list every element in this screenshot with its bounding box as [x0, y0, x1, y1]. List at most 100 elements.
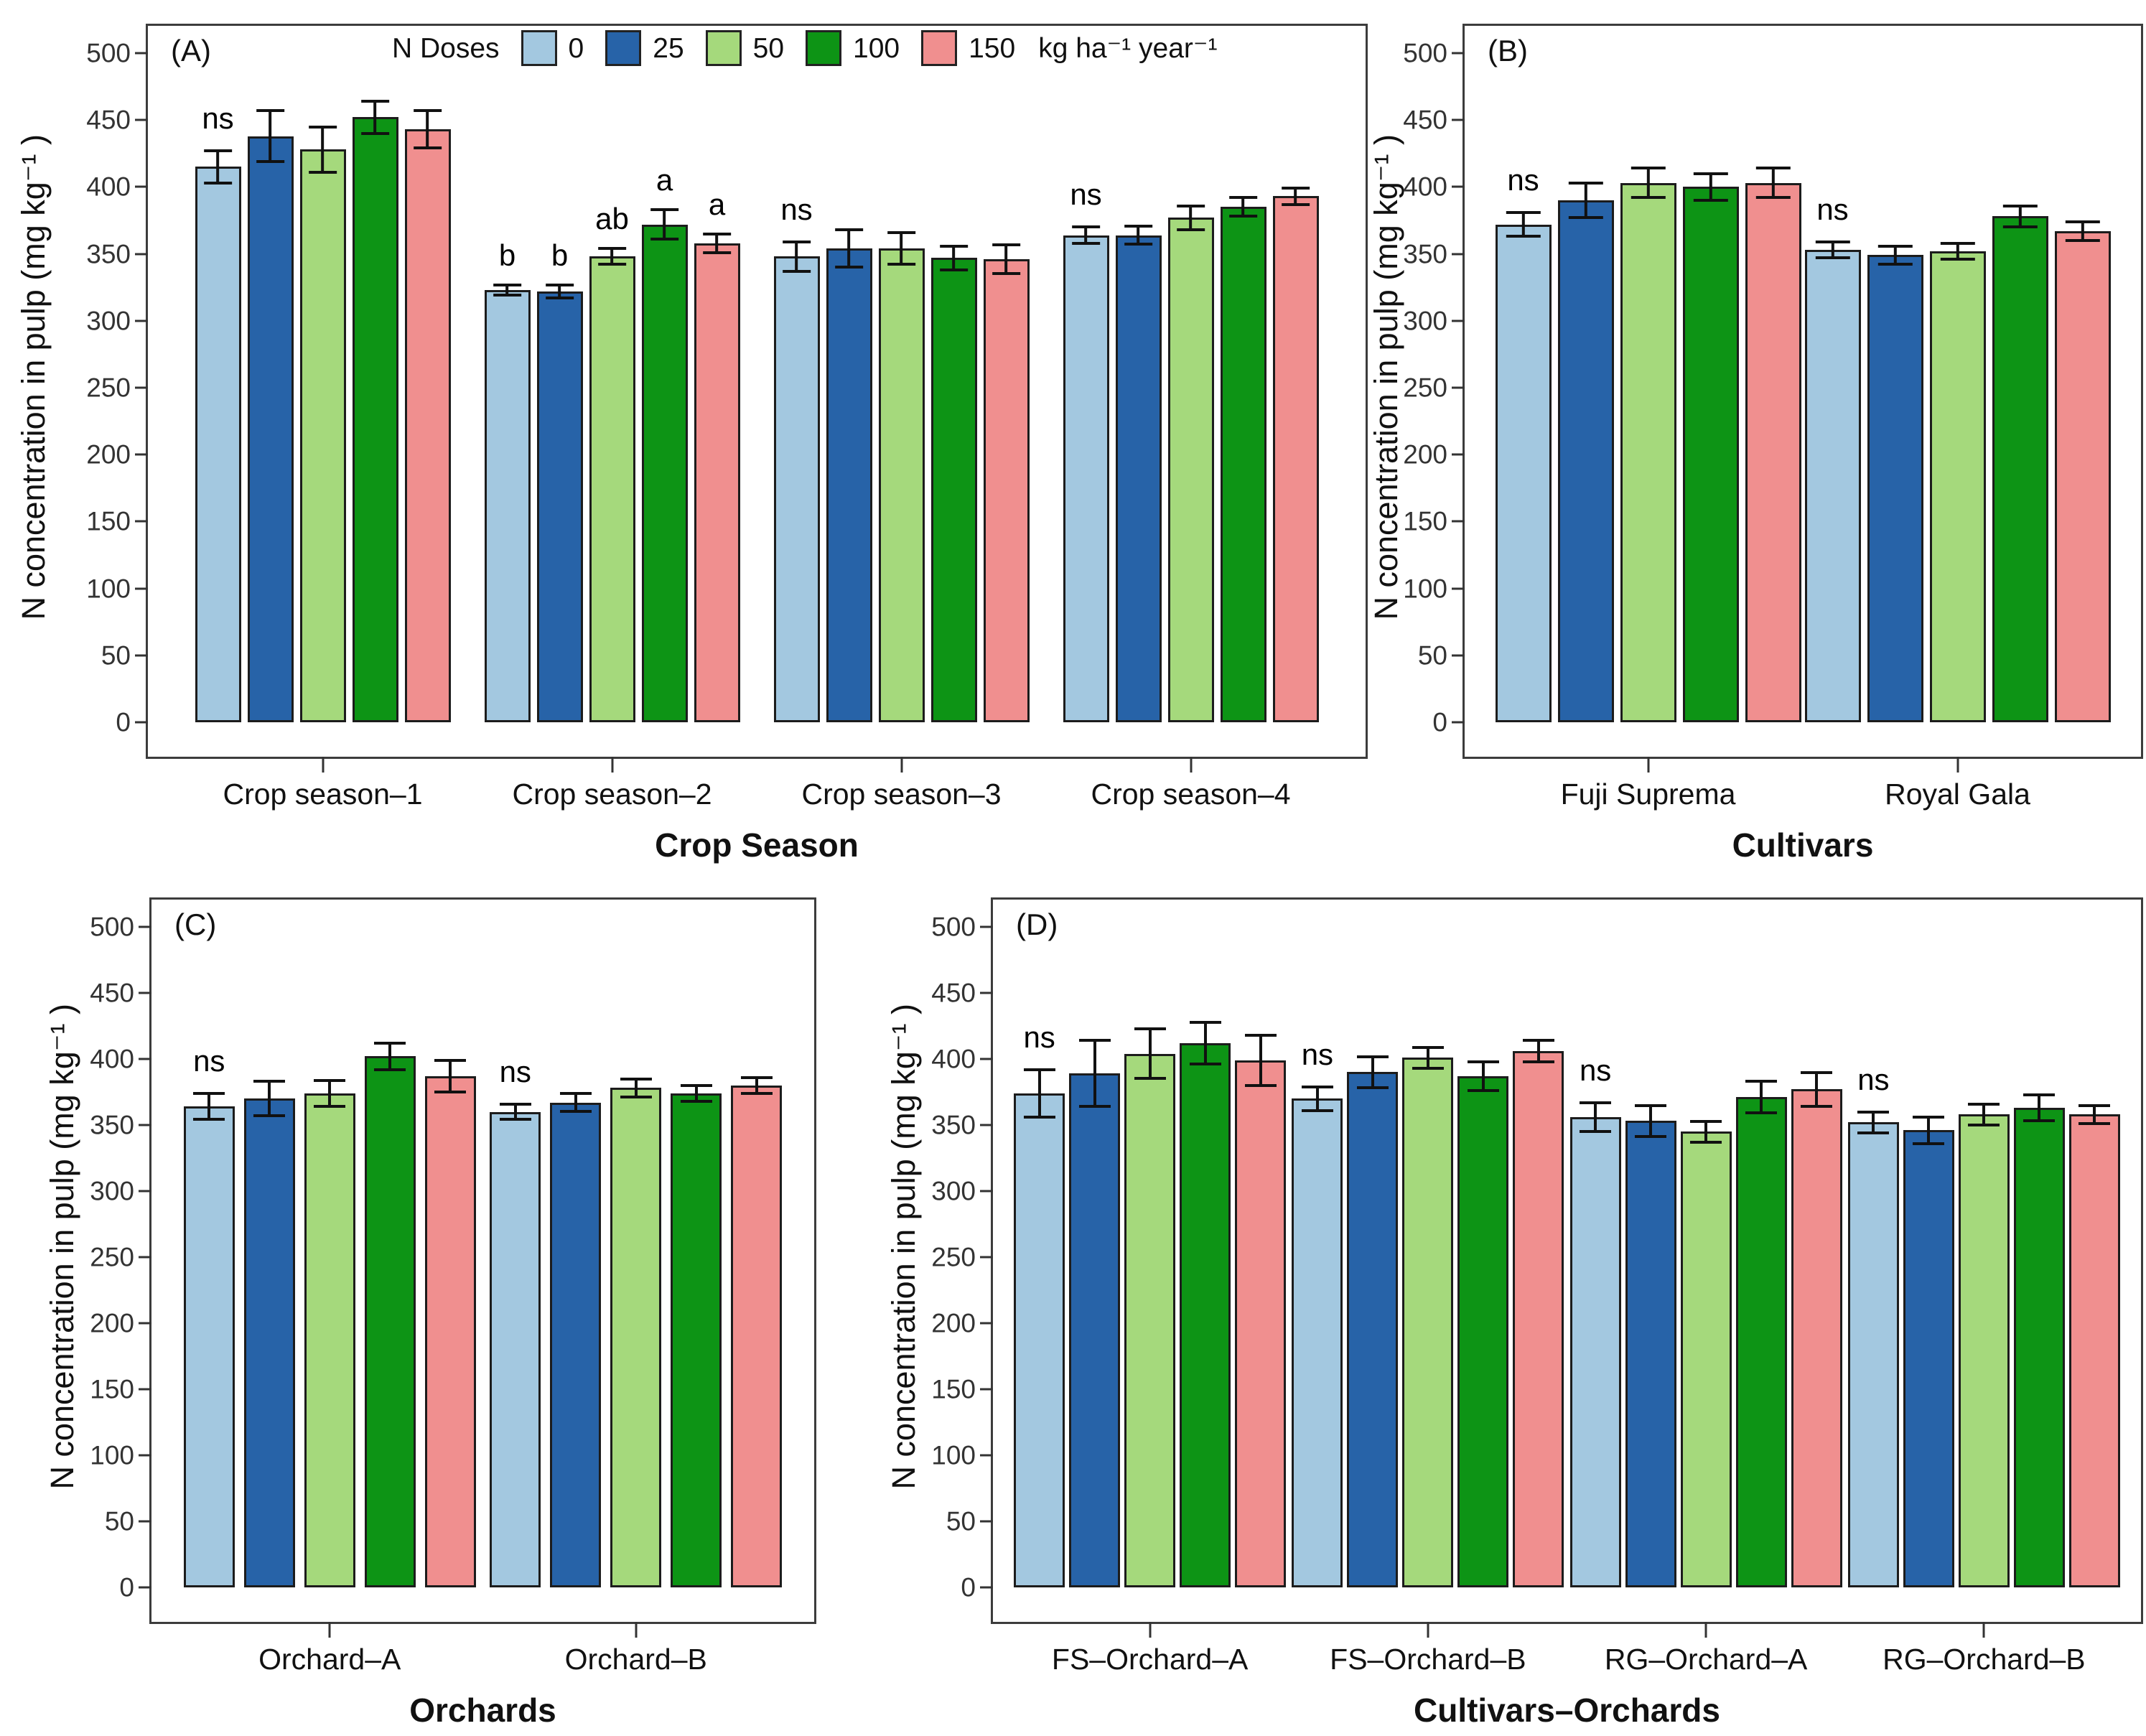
bar-slot: [1167, 26, 1214, 757]
bar-dose-0: [1569, 1116, 1621, 1587]
bar-dose-100: [352, 117, 398, 722]
bar-slot: [2013, 900, 2065, 1622]
y-tick-label: 250: [1403, 373, 1447, 403]
bar-dose-0: [490, 1111, 541, 1587]
bar-slot: [364, 900, 416, 1622]
bar-dose-150: [404, 129, 451, 722]
error-bar-stem: [1004, 246, 1008, 273]
bar-groups: ns Fuji Suprema ns Royal Gala: [1465, 26, 2141, 809]
bar-dose-50: [299, 149, 346, 722]
bar-slot: [2068, 900, 2120, 1622]
bar-dose-50: [610, 1088, 662, 1587]
legend-item-150: 150: [921, 30, 1015, 66]
bar-slot: [1682, 26, 1739, 757]
bar-dose-0: [195, 167, 241, 722]
x-tick-mark: [1982, 1622, 1985, 1638]
error-bar-stem: [1893, 247, 1897, 263]
y-tick-mark: [135, 118, 148, 121]
error-bar: [413, 109, 442, 150]
x-tick-mark: [1647, 757, 1649, 773]
bar-slot: [1347, 900, 1399, 1622]
error-bar: [1506, 210, 1541, 238]
error-bar-stem: [2081, 223, 2084, 239]
bar-dose-100: [1682, 187, 1739, 722]
error-bar: [1301, 1085, 1333, 1112]
bar-dose-100: [1735, 1097, 1787, 1587]
y-axis-label-wrap-a: N concentration in pulp (mg kg⁻¹ ): [15, 26, 52, 728]
legend: N Doses 0 25 50 100 150 kg ha⁻¹ year⁻¹: [392, 30, 1217, 66]
bar-dose-150: [1513, 1050, 1564, 1587]
error-bar: [1078, 1039, 1111, 1109]
x-tick-label: FS–Orchard–B: [1330, 1643, 1526, 1676]
sig-letter: ab: [595, 202, 629, 236]
bar-group: ns Royal Gala: [1803, 26, 2112, 809]
error-bar-stem: [1536, 1042, 1540, 1060]
x-tick-label: Crop season–1: [223, 778, 423, 811]
y-axis-label-c: N concentration in pulp (mg kg⁻¹ ): [43, 1003, 80, 1490]
legend-title: N Doses: [392, 32, 500, 64]
error-bar-stem: [505, 286, 509, 294]
legend-entries: 0 25 50 100 150: [521, 30, 1015, 66]
error-bar: [740, 1075, 773, 1095]
bar-dose-100: [671, 1093, 722, 1587]
legend-item-50: 50: [705, 30, 784, 66]
error-bar: [308, 125, 337, 174]
y-tick-label: 200: [931, 1308, 976, 1338]
y-tick-label: 250: [931, 1242, 976, 1272]
error-bar: [1968, 1102, 2000, 1126]
y-tick-label: 500: [90, 912, 134, 942]
error-bar: [559, 1092, 592, 1114]
x-tick-label: Orchard–B: [564, 1643, 707, 1676]
y-tick-mark: [980, 1388, 993, 1391]
bar-slot: [1457, 900, 1509, 1622]
y-tick-label: 0: [119, 1572, 134, 1602]
x-tick-label: Crop season–4: [1091, 778, 1291, 811]
error-bar-stem: [1760, 1083, 1763, 1112]
error-bar-stem: [1037, 1070, 1041, 1116]
y-tick-label: 400: [86, 172, 131, 202]
error-bar: [1580, 1101, 1612, 1134]
bar-dose-0: [183, 1106, 235, 1587]
bar-slot: [1069, 900, 1121, 1622]
error-bar-stem: [634, 1080, 638, 1096]
error-bar: [203, 149, 233, 185]
y-tick-label: 350: [86, 239, 131, 269]
error-bar-stem: [1426, 1048, 1429, 1067]
bar-dose-100: [2013, 1108, 2065, 1587]
bar-slot: [671, 900, 722, 1622]
legend-swatch-25: [605, 30, 642, 66]
bar-dose-50: [304, 1093, 355, 1587]
error-bar: [1189, 1020, 1221, 1066]
bar-slot: b: [484, 26, 531, 757]
error-bar-stem: [1148, 1030, 1152, 1078]
y-tick-label: 300: [1403, 306, 1447, 336]
bar-dose-150: [2068, 1114, 2120, 1587]
bar-dose-50: [1167, 218, 1214, 722]
bar-dose-0: [1014, 1093, 1065, 1587]
bar-dose-150: [1272, 196, 1319, 722]
bar-cluster: ns: [183, 900, 476, 1622]
y-tick-label: 150: [1403, 506, 1447, 536]
bar-slot: [930, 26, 977, 757]
bar-dose-50: [1124, 1053, 1176, 1587]
bar-dose-50: [1680, 1131, 1732, 1587]
error-bar-stem: [1259, 1037, 1262, 1084]
bar-dose-25: [550, 1102, 602, 1587]
y-tick-label: 500: [1403, 38, 1447, 68]
sig-letter: a: [708, 187, 726, 221]
bar-dose-100: [1992, 216, 2048, 722]
error-bar-stem: [513, 1105, 517, 1119]
bar-slot: [243, 900, 295, 1622]
bar-cluster: ns: [1495, 26, 1801, 757]
bar-dose-25: [1347, 1072, 1399, 1587]
error-bar-stem: [426, 112, 429, 147]
bar-dose-150: [1791, 1089, 1842, 1587]
x-tick-mark: [611, 757, 613, 773]
error-bar: [1755, 167, 1791, 200]
error-bar-stem: [1315, 1088, 1319, 1109]
bar-cluster: ns: [1292, 900, 1564, 1622]
y-tick-label: 400: [90, 1044, 134, 1074]
bar-slot: ns: [1804, 26, 1861, 757]
bar-cluster: ns: [773, 26, 1030, 757]
